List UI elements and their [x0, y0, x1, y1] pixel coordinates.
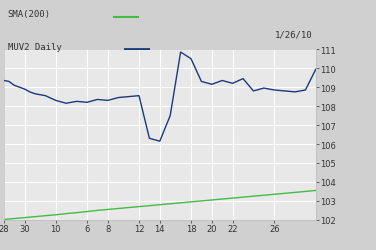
- Text: MUV2 Daily: MUV2 Daily: [8, 42, 61, 51]
- Text: SMA(200): SMA(200): [8, 10, 50, 19]
- Text: 1/26/10: 1/26/10: [274, 30, 312, 39]
